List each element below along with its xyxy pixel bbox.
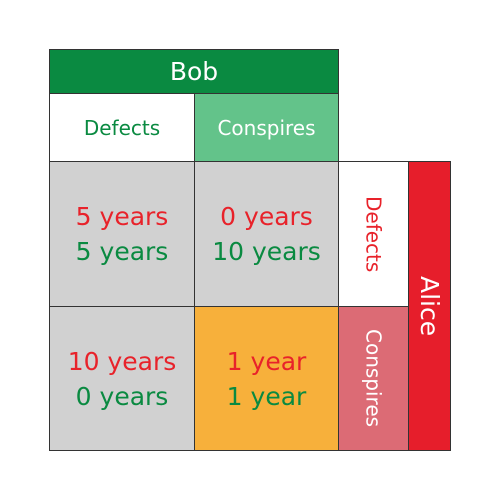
bob-sentence: 1 year: [226, 381, 307, 411]
alice-defects-label: Defects: [361, 195, 386, 273]
cell-defects-defects: 5 years 5 years: [49, 161, 195, 307]
alice-sentence: 0 years: [220, 202, 313, 231]
alice-sentence: 10 years: [67, 346, 177, 376]
bob-sentence: 10 years: [212, 237, 321, 266]
cell-conspires-conspires: 1 year 1 year: [194, 306, 339, 451]
alice-sentence: 5 years: [75, 202, 169, 231]
cell-conspires-defects: 10 years 0 years: [49, 306, 195, 451]
bob-sentence: 5 years: [75, 237, 169, 266]
alice-conspires-label: Conspires: [361, 329, 386, 428]
alice-label: Alice: [415, 275, 444, 337]
alice-conspires-header: Conspires: [338, 306, 409, 451]
bob-conspires-label: Conspires: [217, 115, 316, 140]
bob-header: Bob: [49, 49, 339, 94]
bob-label: Bob: [169, 57, 219, 86]
bob-conspires-header: Conspires: [194, 93, 339, 162]
cell-defects-conspires: 0 years 10 years: [194, 161, 339, 307]
bob-defects-label: Defects: [83, 115, 161, 140]
alice-header: Alice: [408, 161, 451, 451]
bob-defects-header: Defects: [49, 93, 195, 162]
alice-sentence: 1 year: [226, 346, 307, 376]
alice-defects-header: Defects: [338, 161, 409, 307]
bob-sentence: 0 years: [75, 381, 169, 411]
